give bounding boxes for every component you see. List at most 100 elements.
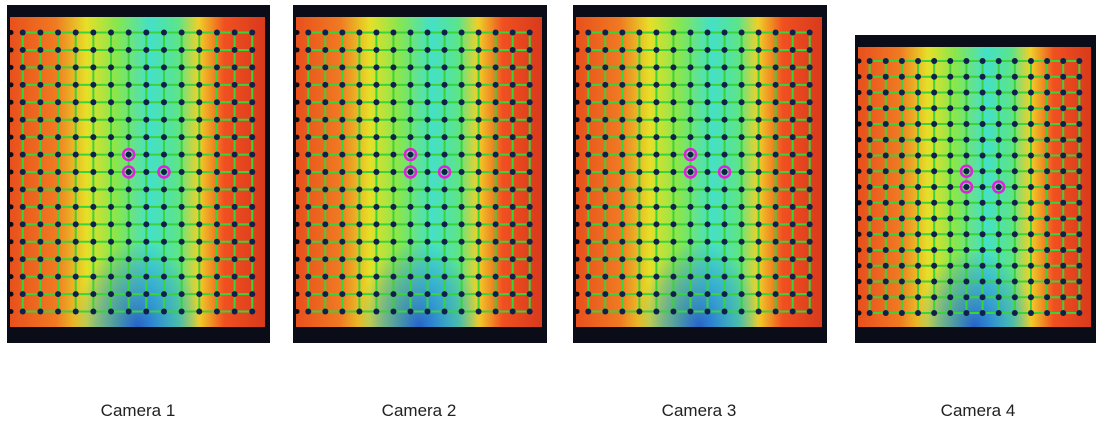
dot bbox=[527, 152, 533, 158]
panels bbox=[7, 5, 1096, 343]
dot bbox=[670, 99, 676, 105]
dot bbox=[493, 169, 499, 175]
dot bbox=[996, 58, 1002, 64]
dot bbox=[527, 99, 533, 105]
dot bbox=[807, 47, 813, 53]
dot bbox=[322, 47, 328, 53]
dot bbox=[807, 99, 813, 105]
edge-hole bbox=[857, 137, 862, 142]
dot bbox=[196, 30, 202, 36]
dot bbox=[807, 291, 813, 297]
dot bbox=[425, 134, 431, 140]
dot bbox=[996, 137, 1002, 143]
dot bbox=[899, 74, 905, 80]
dot bbox=[356, 30, 362, 36]
dot bbox=[773, 47, 779, 53]
dot bbox=[653, 239, 659, 245]
dot bbox=[947, 153, 953, 159]
page: Camera 1 Camera 2 Camera 3 Camera 4 (() … bbox=[0, 0, 1104, 423]
dot bbox=[807, 152, 813, 158]
dot bbox=[339, 117, 345, 123]
dot bbox=[55, 134, 61, 140]
dot bbox=[636, 274, 642, 280]
dot bbox=[510, 99, 516, 105]
dot bbox=[602, 117, 608, 123]
dot bbox=[510, 309, 516, 315]
dot bbox=[705, 117, 711, 123]
dot bbox=[883, 310, 889, 316]
dot bbox=[37, 239, 43, 245]
edge-hole bbox=[295, 30, 300, 35]
dot bbox=[339, 221, 345, 227]
edge-hole bbox=[857, 200, 862, 205]
dot bbox=[305, 204, 311, 210]
edge-hole bbox=[575, 82, 580, 87]
dot bbox=[867, 216, 873, 222]
dot bbox=[807, 221, 813, 227]
dot bbox=[179, 47, 185, 53]
dot bbox=[37, 82, 43, 88]
dot bbox=[476, 291, 482, 297]
dot bbox=[232, 239, 238, 245]
dot bbox=[867, 200, 873, 206]
dot bbox=[980, 263, 986, 269]
dot bbox=[980, 279, 986, 285]
dot bbox=[425, 221, 431, 227]
dot bbox=[619, 152, 625, 158]
dot bbox=[179, 82, 185, 88]
dot bbox=[1044, 58, 1050, 64]
edge-hole bbox=[857, 232, 862, 237]
dot bbox=[196, 117, 202, 123]
dot bbox=[790, 82, 796, 88]
dot bbox=[108, 221, 114, 227]
dot bbox=[73, 204, 79, 210]
dot bbox=[653, 274, 659, 280]
edge-hole bbox=[575, 30, 580, 35]
dot bbox=[390, 221, 396, 227]
dot bbox=[1076, 58, 1082, 64]
dot bbox=[425, 204, 431, 210]
dot bbox=[790, 134, 796, 140]
dot bbox=[214, 152, 220, 158]
dot bbox=[705, 82, 711, 88]
dot bbox=[339, 256, 345, 262]
dot bbox=[1012, 216, 1018, 222]
dot bbox=[790, 239, 796, 245]
dot bbox=[915, 279, 921, 285]
dot bbox=[915, 200, 921, 206]
dot bbox=[356, 309, 362, 315]
dot bbox=[915, 216, 921, 222]
dot bbox=[108, 239, 114, 245]
dot bbox=[37, 256, 43, 262]
dot bbox=[756, 204, 762, 210]
dot bbox=[108, 47, 114, 53]
dot bbox=[322, 221, 328, 227]
dot bbox=[756, 221, 762, 227]
edge-hole bbox=[295, 170, 300, 175]
dot bbox=[1076, 263, 1082, 269]
dot bbox=[390, 186, 396, 192]
dot bbox=[739, 47, 745, 53]
dot bbox=[126, 221, 132, 227]
dot bbox=[1012, 231, 1018, 237]
dot bbox=[980, 247, 986, 253]
dot bbox=[931, 310, 937, 316]
dot bbox=[980, 137, 986, 143]
dot bbox=[867, 90, 873, 96]
dot bbox=[459, 204, 465, 210]
dot bbox=[37, 30, 43, 36]
dot bbox=[1060, 121, 1066, 127]
dot bbox=[73, 30, 79, 36]
dot bbox=[339, 291, 345, 297]
dot bbox=[356, 99, 362, 105]
dot bbox=[619, 204, 625, 210]
dot bbox=[493, 64, 499, 70]
dot bbox=[947, 90, 953, 96]
dot bbox=[1060, 168, 1066, 174]
dot bbox=[356, 221, 362, 227]
dot bbox=[602, 274, 608, 280]
dot bbox=[442, 152, 448, 158]
dot bbox=[143, 152, 149, 158]
dot bbox=[373, 256, 379, 262]
dot bbox=[899, 231, 905, 237]
